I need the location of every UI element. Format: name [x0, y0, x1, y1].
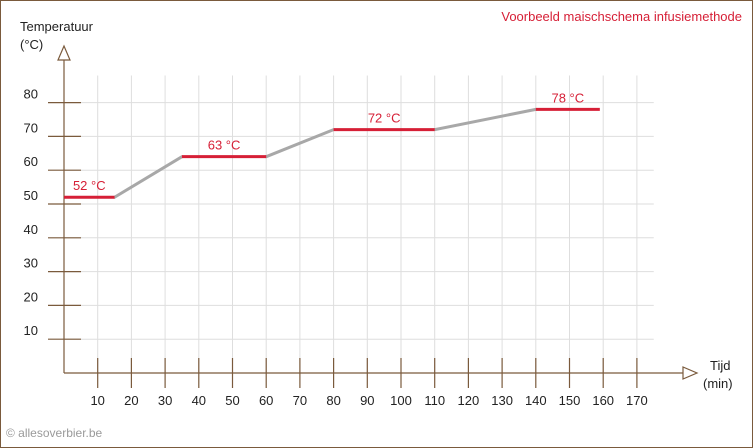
x-axis-arrow	[682, 366, 699, 380]
x-tick-label: 170	[626, 393, 648, 408]
x-tick-label: 140	[525, 393, 547, 408]
x-axis-title: Tijd	[710, 358, 730, 373]
ramp-segment	[433, 107, 538, 132]
y-tick-label: 20	[24, 289, 38, 304]
y-axis-arrow	[57, 44, 71, 61]
y-axis-title: Temperatuur	[20, 19, 94, 34]
x-tick-label: 20	[124, 393, 138, 408]
rest-label: 78 °C	[551, 90, 584, 105]
x-tick-label: 30	[158, 393, 172, 408]
y-tick-label: 60	[24, 154, 38, 169]
grid	[64, 75, 654, 373]
x-tick-label: 40	[192, 393, 206, 408]
x-tick-label: 120	[458, 393, 480, 408]
y-tick-label: 30	[24, 256, 38, 271]
y-tick-label: 70	[24, 120, 38, 135]
ramp-segment	[264, 128, 336, 159]
y-tick-label: 80	[24, 87, 38, 102]
x-tick-label: 90	[360, 393, 374, 408]
y-tick-label: 40	[24, 222, 38, 237]
rest-label: 72 °C	[368, 111, 401, 126]
x-tick-label: 60	[259, 393, 273, 408]
y-tick-label: 50	[24, 188, 38, 203]
credit-text: © allesoverbier.be	[6, 426, 103, 440]
chart-title: Voorbeeld maischschema infusiemethode	[501, 9, 742, 24]
x-axis-unit: (min)	[703, 376, 733, 391]
ticks: 10 20 30 40 50 60 70 80 90 100 110 120 130 140 150 160 1…	[24, 87, 648, 408]
x-tick-label: 100	[390, 393, 412, 408]
series	[64, 107, 600, 199]
y-axis-unit: (°C)	[20, 37, 43, 52]
x-tick-label: 150	[559, 393, 581, 408]
rest-label: 63 °C	[208, 138, 241, 153]
axes	[57, 44, 699, 380]
x-tick-label: 50	[225, 393, 239, 408]
rest-labels: 52 °C 63 °C 72 °C 78 °C	[73, 90, 584, 193]
rest-label: 52 °C	[73, 178, 106, 193]
x-tick-label: 110	[424, 393, 445, 408]
x-tick-label: 70	[293, 393, 307, 408]
x-tick-label: 10	[90, 393, 104, 408]
x-tick-label: 80	[326, 393, 340, 408]
y-tick-label: 10	[24, 323, 38, 338]
ramp-segment	[113, 155, 184, 199]
x-tick-label: 130	[491, 393, 513, 408]
x-tick-label: 160	[592, 393, 614, 408]
